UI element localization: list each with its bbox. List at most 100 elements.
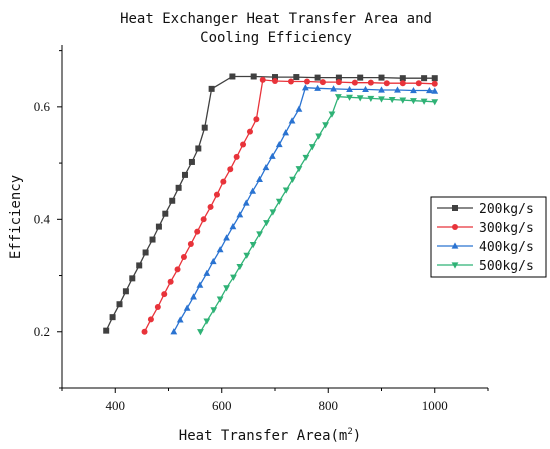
data-point xyxy=(314,74,321,81)
data-point xyxy=(378,74,385,81)
data-point xyxy=(183,304,191,311)
data-point xyxy=(269,209,277,216)
data-point xyxy=(122,288,129,295)
data-point xyxy=(275,198,283,205)
data-point xyxy=(182,171,189,178)
data-point xyxy=(282,129,290,136)
data-point xyxy=(272,74,278,81)
data-point xyxy=(322,122,329,129)
data-point xyxy=(268,152,276,159)
legend-marker xyxy=(451,262,459,269)
data-point xyxy=(410,98,417,105)
data-point xyxy=(315,133,323,140)
data-point xyxy=(213,191,220,198)
data-point xyxy=(420,98,428,105)
data-point xyxy=(223,234,230,241)
y-tick-label: 0.2 xyxy=(34,324,50,339)
data-point xyxy=(289,176,296,183)
data-point xyxy=(263,220,270,227)
data-point xyxy=(293,74,300,81)
data-point xyxy=(249,187,257,194)
data-point xyxy=(242,199,250,206)
data-point xyxy=(209,257,217,265)
data-point xyxy=(233,153,240,160)
data-point xyxy=(301,84,309,91)
series-line xyxy=(143,79,435,333)
data-point xyxy=(426,86,433,94)
data-point xyxy=(256,231,263,238)
data-point xyxy=(216,246,224,253)
x-tick-label: 1000 xyxy=(422,398,448,413)
data-point xyxy=(208,85,215,92)
data-point xyxy=(149,236,156,243)
series-group xyxy=(103,73,439,336)
data-point xyxy=(161,291,168,298)
data-point xyxy=(431,99,439,106)
data-point xyxy=(383,80,390,87)
data-point xyxy=(240,141,247,148)
data-point xyxy=(367,95,375,103)
series-400kg-per-s xyxy=(170,84,439,335)
data-point xyxy=(357,74,364,81)
data-point xyxy=(220,178,227,185)
data-point xyxy=(330,85,337,92)
data-point xyxy=(229,223,237,230)
data-point xyxy=(246,128,253,135)
data-point xyxy=(116,301,123,308)
data-point xyxy=(227,166,234,173)
data-point xyxy=(249,242,257,249)
data-point xyxy=(308,144,316,151)
data-point xyxy=(250,73,257,80)
data-point xyxy=(362,85,369,93)
x-tick-label: 600 xyxy=(212,398,232,413)
data-point xyxy=(169,197,176,204)
data-point xyxy=(328,111,336,118)
data-point xyxy=(174,266,181,273)
data-point xyxy=(195,145,202,152)
data-point xyxy=(287,78,294,85)
data-point xyxy=(335,74,342,81)
y-tick-label: 0.6 xyxy=(34,99,51,114)
data-point xyxy=(262,163,270,171)
data-point xyxy=(154,304,161,311)
data-point xyxy=(200,216,207,223)
data-point xyxy=(196,281,204,288)
data-point xyxy=(155,223,162,230)
legend-label: 400kg/s xyxy=(479,240,534,255)
data-point xyxy=(275,140,283,148)
data-point xyxy=(346,85,353,93)
data-point xyxy=(103,327,110,334)
data-point xyxy=(367,79,374,86)
data-point xyxy=(314,84,321,91)
legend-box xyxy=(430,196,547,278)
data-point xyxy=(236,263,244,271)
data-point xyxy=(194,228,201,235)
data-point xyxy=(282,187,290,194)
data-point xyxy=(175,184,182,191)
ticks: 400 600 800 1000 0.2 0.4 0.6 xyxy=(34,50,489,413)
y-tick-label: 0.4 xyxy=(34,211,51,226)
data-point xyxy=(295,105,303,112)
data-point xyxy=(170,328,178,335)
y-axis-label: Efficiency xyxy=(8,175,24,259)
data-point xyxy=(388,96,396,104)
data-point xyxy=(272,77,278,84)
series-300kg-per-s xyxy=(141,76,438,335)
data-point xyxy=(394,86,401,93)
data-point xyxy=(162,210,169,217)
data-point xyxy=(378,86,385,93)
data-point xyxy=(288,117,296,124)
data-point xyxy=(356,95,364,102)
data-point xyxy=(319,79,326,86)
data-point xyxy=(431,75,438,82)
data-point xyxy=(431,87,439,94)
data-point xyxy=(216,296,224,303)
data-point xyxy=(243,252,251,259)
data-point xyxy=(229,73,236,80)
legend-label: 500kg/s xyxy=(479,259,534,274)
data-point xyxy=(142,249,149,256)
data-point xyxy=(190,293,197,300)
data-point xyxy=(187,241,194,248)
data-point xyxy=(176,316,184,323)
